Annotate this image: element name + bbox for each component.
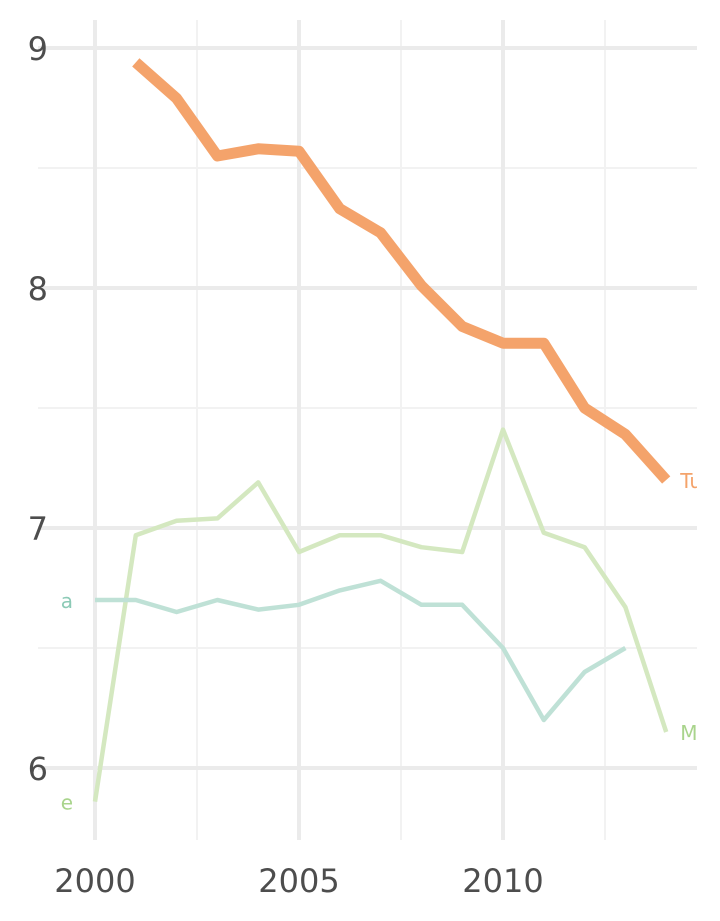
y-axis-labels: 6 7 8 9 <box>28 30 48 788</box>
y-tick-label: 7 <box>28 510 48 548</box>
y-tick-label: 8 <box>28 270 48 308</box>
grid <box>38 20 697 840</box>
y-tick-label: 6 <box>28 750 48 788</box>
x-axis-labels: 2000 2005 2010 <box>54 862 543 900</box>
series-end-label-1: Tu <box>679 469 702 493</box>
x-tick-label: 2005 <box>258 862 339 900</box>
series-start-label-2: e <box>61 791 73 815</box>
x-tick-label: 2010 <box>462 862 543 900</box>
series-line-1 <box>132 58 671 484</box>
y-tick-label: 9 <box>28 30 48 68</box>
series-line-2 <box>92 427 669 802</box>
x-tick-label: 2000 <box>54 862 135 900</box>
series-end-label-2: M <box>680 721 697 745</box>
series-layer: Tu Me a <box>61 58 702 815</box>
series-line-3 <box>95 578 627 723</box>
series-start-label-3: a <box>61 589 73 613</box>
